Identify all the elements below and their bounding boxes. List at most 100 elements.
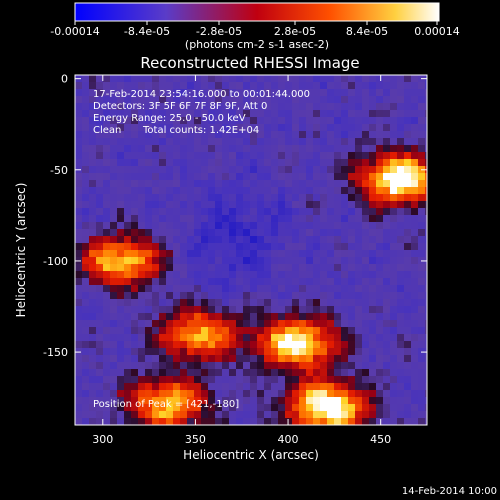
heatmap-cell — [411, 257, 419, 265]
heatmap-cell — [320, 131, 328, 139]
heatmap-cell — [180, 264, 188, 272]
heatmap-cell — [89, 117, 97, 125]
heatmap-cell — [75, 222, 83, 230]
heatmap-cell — [187, 145, 195, 153]
heatmap-cell — [243, 327, 251, 335]
heatmap-cell — [82, 348, 90, 356]
heatmap-cell — [131, 250, 139, 258]
heatmap-cell — [341, 82, 349, 90]
heatmap-cell — [327, 348, 335, 356]
x-tick-label: 450 — [370, 433, 391, 446]
heatmap-cell — [271, 117, 279, 125]
heatmap-cell — [75, 299, 83, 307]
heatmap-cell — [173, 313, 181, 321]
heatmap-cell — [271, 152, 279, 160]
heatmap-cell — [243, 152, 251, 160]
heatmap-cell — [418, 313, 426, 321]
heatmap-cell — [355, 390, 363, 398]
heatmap-cell — [334, 201, 342, 209]
heatmap-cell — [257, 152, 265, 160]
heatmap-cell — [376, 82, 384, 90]
heatmap-cell — [110, 159, 118, 167]
heatmap-cell — [166, 173, 174, 181]
heatmap-cell — [152, 229, 160, 237]
heatmap-cell — [369, 110, 377, 118]
heatmap-cell — [285, 117, 293, 125]
heatmap-cell — [243, 89, 251, 97]
heatmap-cell — [306, 180, 314, 188]
heatmap-cell — [411, 341, 419, 349]
heatmap-cell — [306, 131, 314, 139]
heatmap-cell — [117, 306, 125, 314]
heatmap-cell — [383, 341, 391, 349]
heatmap-cell — [145, 187, 153, 195]
heatmap-cell — [334, 145, 342, 153]
heatmap-cell — [278, 404, 286, 412]
heatmap-cell — [369, 313, 377, 321]
heatmap-cell — [306, 250, 314, 258]
heatmap-cell — [313, 173, 321, 181]
heatmap-cell — [306, 124, 314, 132]
heatmap-cell — [159, 341, 167, 349]
heatmap-cell — [82, 145, 90, 153]
heatmap-cell — [271, 334, 279, 342]
heatmap-cell — [173, 222, 181, 230]
heatmap-cell — [334, 110, 342, 118]
heatmap-cell — [208, 194, 216, 202]
heatmap-cell — [138, 124, 146, 132]
heatmap-cell — [187, 152, 195, 160]
heatmap-cell — [334, 138, 342, 146]
heatmap-cell — [306, 96, 314, 104]
heatmap-cell — [313, 306, 321, 314]
heatmap-cell — [96, 264, 104, 272]
heatmap-cell — [75, 369, 83, 377]
heatmap-cell — [313, 75, 321, 83]
heatmap-cell — [152, 208, 160, 216]
heatmap-cell — [124, 152, 132, 160]
heatmap-cell — [299, 362, 307, 370]
heatmap-cell — [292, 117, 300, 125]
heatmap-cell — [96, 250, 104, 258]
heatmap-cell — [362, 285, 370, 293]
heatmap-cell — [271, 411, 279, 419]
heatmap-cell — [327, 159, 335, 167]
heatmap-cell — [131, 369, 139, 377]
heatmap-cell — [271, 159, 279, 167]
heatmap-cell — [348, 257, 356, 265]
heatmap-cell — [250, 89, 258, 97]
heatmap-cell — [292, 250, 300, 258]
heatmap-cell — [187, 159, 195, 167]
heatmap-cell — [173, 229, 181, 237]
heatmap-cell — [299, 313, 307, 321]
heatmap-cell — [418, 96, 426, 104]
heatmap-cell — [117, 250, 125, 258]
heatmap-cell — [236, 334, 244, 342]
heatmap-cell — [166, 215, 174, 223]
heatmap-cell — [131, 348, 139, 356]
heatmap-cell — [103, 201, 111, 209]
heatmap-cell — [166, 320, 174, 328]
heatmap-cell — [418, 201, 426, 209]
heatmap-cell — [124, 103, 132, 111]
heatmap-cell — [208, 173, 216, 181]
heatmap-cell — [96, 299, 104, 307]
heatmap-cell — [194, 390, 202, 398]
heatmap-cell — [194, 334, 202, 342]
heatmap-cell — [173, 117, 181, 125]
heatmap-cell — [299, 306, 307, 314]
energy-annotation: Energy Range: 25.0 - 50.0 keV — [93, 113, 246, 124]
heatmap-cell — [82, 390, 90, 398]
heatmap-cell — [362, 138, 370, 146]
heatmap-cell — [236, 152, 244, 160]
heatmap-cell — [243, 236, 251, 244]
heatmap-cell — [285, 229, 293, 237]
heatmap-cell — [236, 117, 244, 125]
heatmap-cell — [152, 152, 160, 160]
heatmap-cell — [313, 376, 321, 384]
heatmap-cell — [313, 250, 321, 258]
heatmap-cell — [145, 173, 153, 181]
heatmap-cell — [383, 285, 391, 293]
heatmap-cell — [201, 96, 209, 104]
heatmap-cell — [159, 418, 167, 425]
heatmap-cell — [173, 348, 181, 356]
